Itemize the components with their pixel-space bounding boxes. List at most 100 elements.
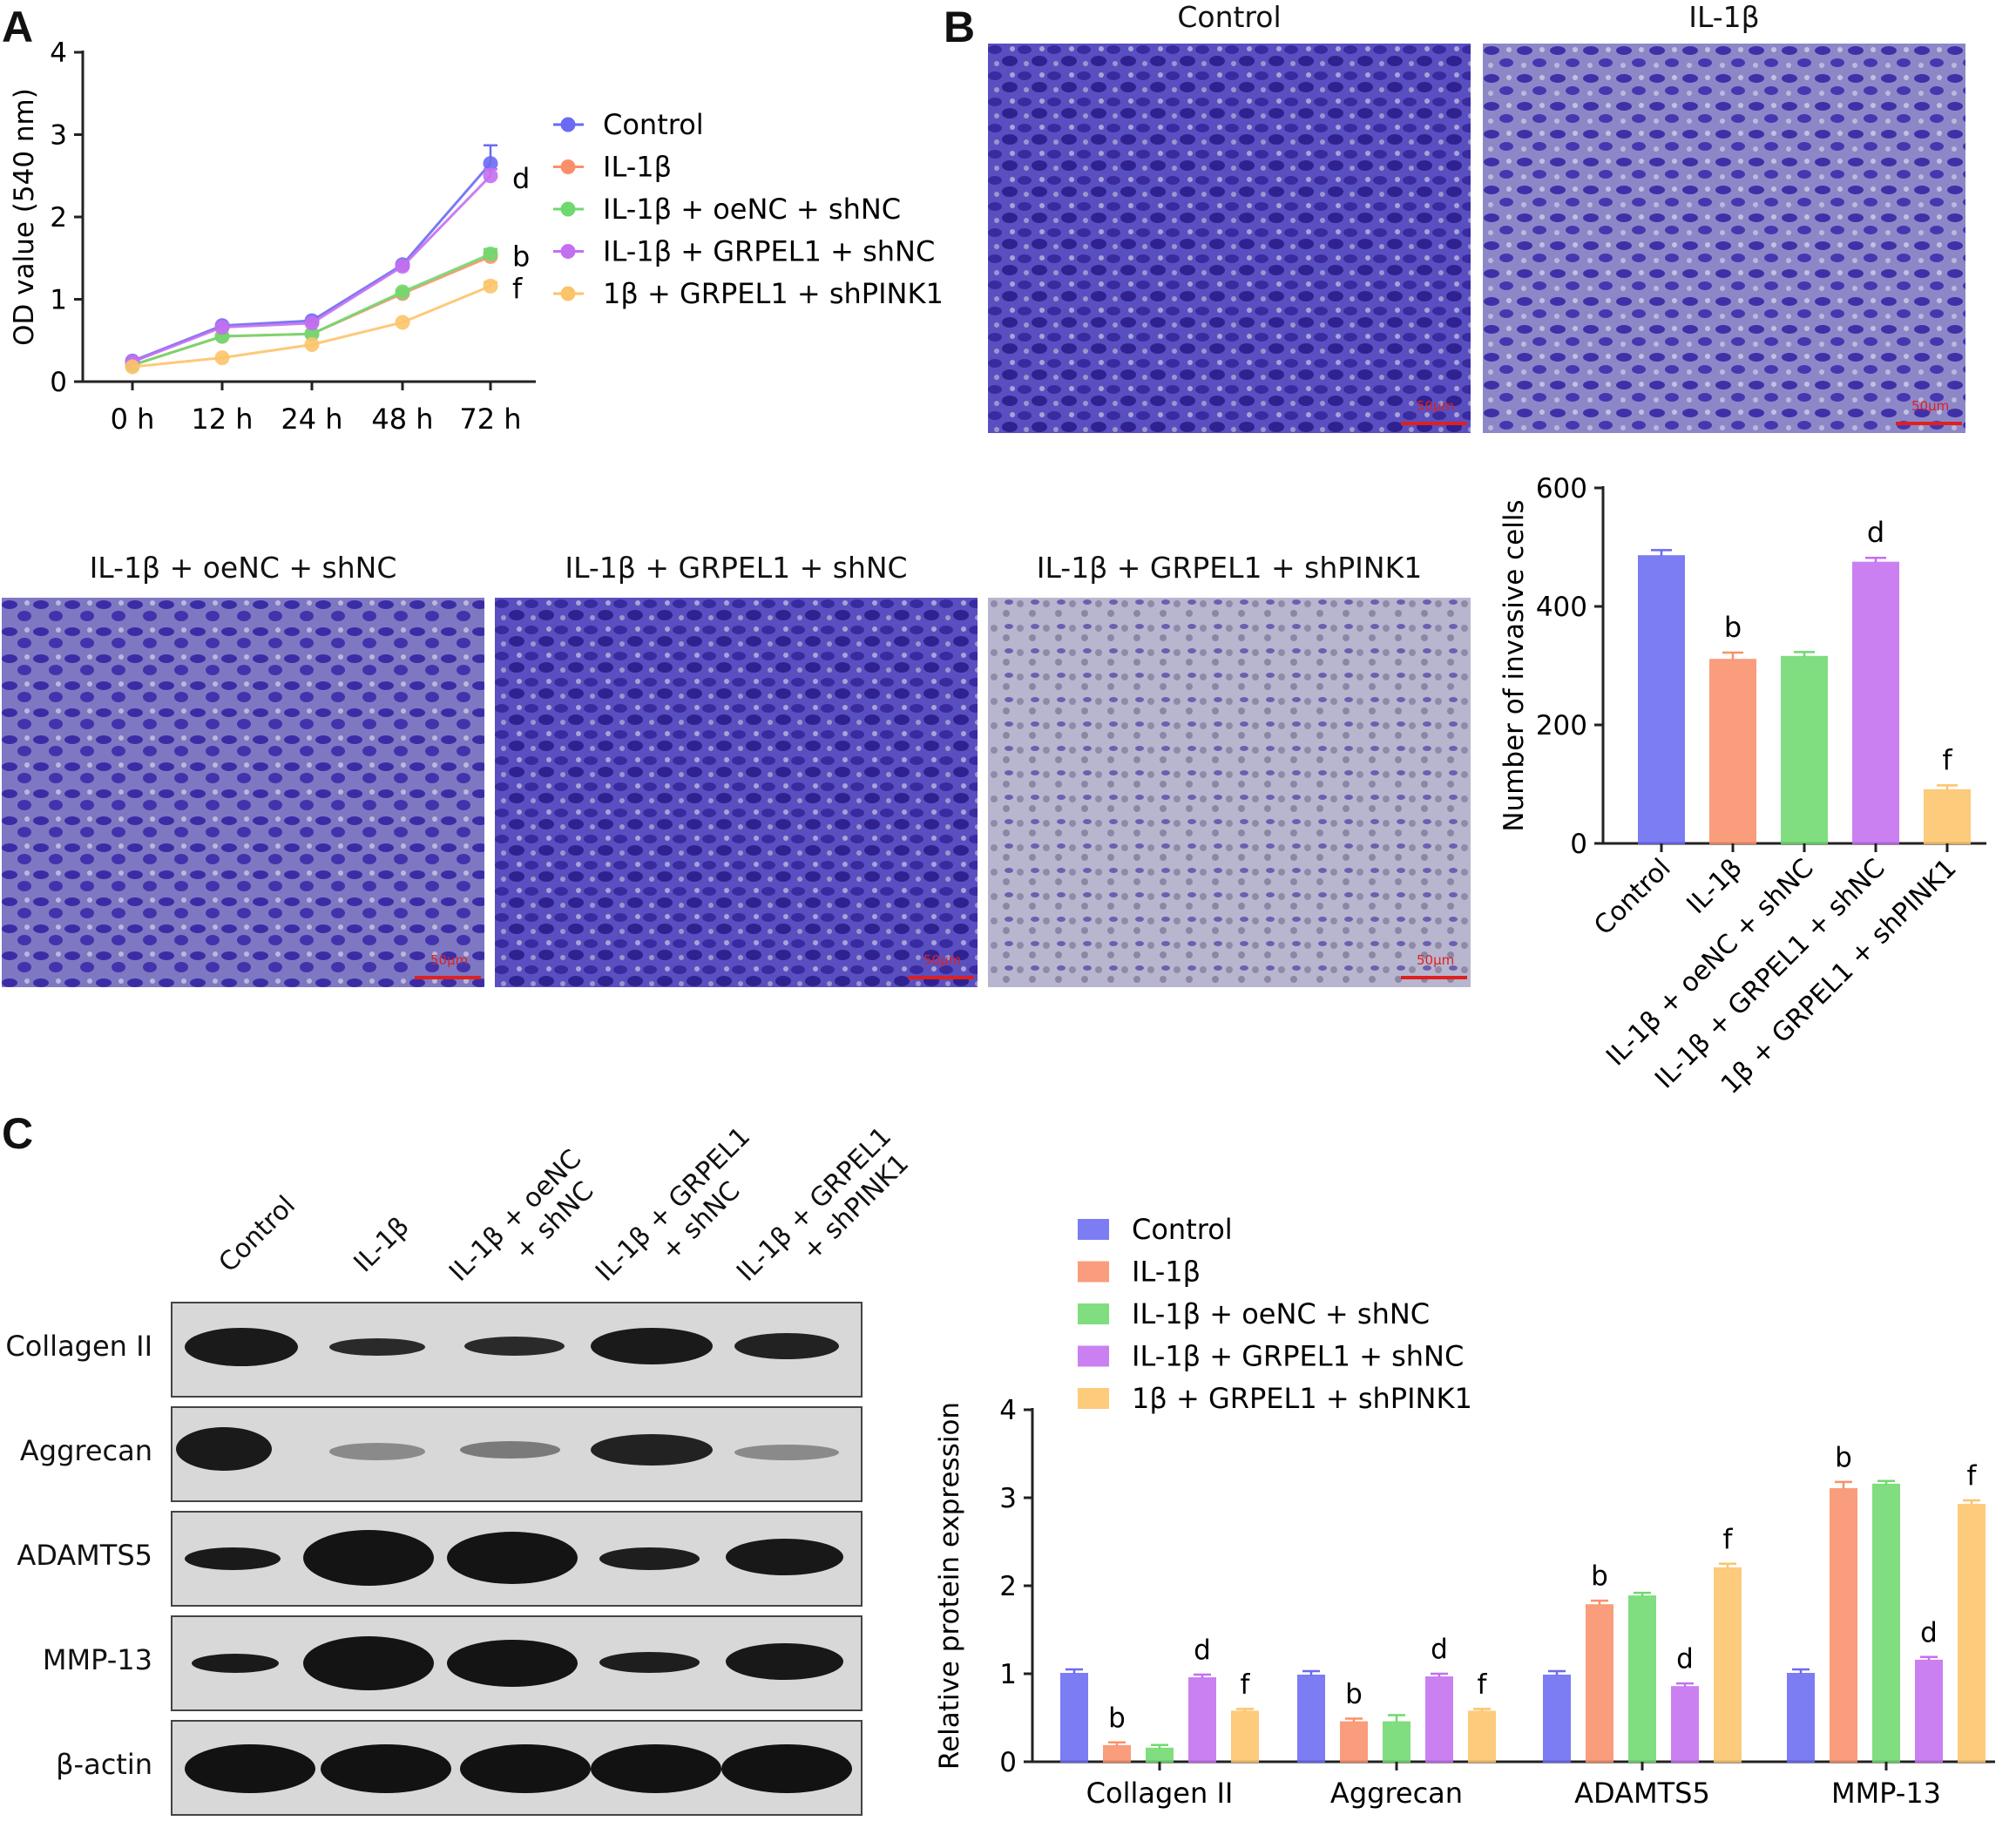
significance-label: f bbox=[1967, 1460, 1978, 1492]
blot-band bbox=[591, 1744, 721, 1793]
scale-bar bbox=[415, 976, 481, 979]
data-point bbox=[483, 247, 498, 262]
bar bbox=[1628, 1595, 1656, 1763]
significance-label: b bbox=[1345, 1679, 1363, 1710]
significance-label: f bbox=[1723, 1524, 1734, 1555]
bar bbox=[1425, 1676, 1453, 1763]
blot-band bbox=[599, 1547, 700, 1570]
significance-label: f bbox=[1942, 743, 1952, 776]
blot-band bbox=[464, 1337, 565, 1356]
blot-band bbox=[726, 1643, 843, 1680]
scale-bar bbox=[1401, 976, 1467, 979]
micrograph-title-shpink1: IL-1β + GRPEL1 + shPINK1 bbox=[1036, 551, 1423, 585]
blot-band bbox=[303, 1636, 434, 1690]
y-axis-label: Relative protein expression bbox=[934, 1402, 965, 1770]
data-point bbox=[125, 359, 140, 375]
blot-band bbox=[591, 1434, 713, 1466]
line-chart-a: 0 1 2 3 4 0 h 12 h 24 h 48 h 72 h OD value (540 nm… bbox=[9, 37, 941, 436]
panel-label-a: A bbox=[2, 3, 34, 51]
y-tick-label: 200 bbox=[1536, 710, 1587, 741]
data-point bbox=[395, 259, 410, 274]
blot-row-label-mmp13: MMP-13 bbox=[42, 1643, 152, 1676]
legend-label: IL-1β bbox=[603, 151, 672, 184]
micrograph-control: 50μm bbox=[988, 44, 1471, 433]
x-tick-label: Collagen II bbox=[1086, 1777, 1234, 1810]
x-tick-label: 72 h bbox=[459, 403, 521, 436]
scale-bar bbox=[908, 976, 974, 979]
significance-label: f bbox=[1241, 1669, 1251, 1700]
blot-band bbox=[329, 1443, 425, 1460]
legend-label: IL-1β + oeNC + shNC bbox=[1132, 1297, 1430, 1330]
significance-label: d bbox=[1431, 1634, 1448, 1665]
legend-label: 1β + GRPEL1 + shPINK1 bbox=[1132, 1382, 1472, 1415]
blot-row-label-aggrecan: Aggrecan bbox=[19, 1434, 152, 1467]
legend-label: Control bbox=[1132, 1213, 1233, 1246]
x-tick-label: MMP-13 bbox=[1831, 1777, 1941, 1810]
legend-label: IL-1β + GRPEL1 + shNC bbox=[1132, 1340, 1464, 1373]
bar bbox=[1146, 1747, 1174, 1763]
bar bbox=[1714, 1567, 1742, 1763]
scale-bar bbox=[1896, 422, 1962, 425]
bar bbox=[1383, 1721, 1411, 1763]
legend-swatch bbox=[1078, 1303, 1109, 1324]
data-point bbox=[304, 336, 320, 352]
cell-stain-image bbox=[988, 44, 1471, 433]
y-axis-label: OD value (540 nm) bbox=[9, 88, 40, 346]
bar bbox=[1787, 1673, 1815, 1763]
bar bbox=[1468, 1710, 1496, 1763]
significance-label: f bbox=[512, 272, 523, 305]
scale-bar-label: 50μm bbox=[1417, 398, 1455, 414]
micrograph-oenc: 50μm bbox=[2, 598, 484, 987]
micrograph-grpel1: 50μm bbox=[495, 598, 978, 987]
scale-bar-label: 50μm bbox=[923, 952, 962, 968]
blot-mmp13 bbox=[171, 1615, 863, 1711]
y-tick-label: 2 bbox=[999, 1571, 1017, 1602]
significance-label: d bbox=[1867, 516, 1884, 549]
blot-band bbox=[460, 1441, 560, 1459]
bar bbox=[1060, 1673, 1088, 1763]
blot-row-label-adamts5: ADAMTS5 bbox=[17, 1539, 152, 1572]
lane-label-oenc: IL-1β + oeNC + shNC bbox=[443, 1143, 600, 1288]
bar bbox=[1231, 1710, 1259, 1763]
legend-swatch bbox=[1078, 1345, 1109, 1367]
legend-label: Control bbox=[603, 108, 704, 141]
blot-aggrecan bbox=[171, 1406, 863, 1502]
y-tick-label: 400 bbox=[1536, 592, 1587, 623]
blot-band bbox=[447, 1640, 578, 1687]
blot-band bbox=[734, 1445, 839, 1460]
blot-band bbox=[185, 1328, 298, 1366]
micrograph-title-il1b: IL-1β bbox=[1688, 0, 1760, 34]
significance-label: b bbox=[1108, 1703, 1126, 1734]
bar bbox=[1872, 1483, 1900, 1763]
data-point bbox=[214, 350, 230, 366]
blot-row-label-collagen: Collagen II bbox=[5, 1330, 152, 1363]
y-tick-label: 0 bbox=[50, 367, 67, 398]
micrograph-title-grpel1: IL-1β + GRPEL1 + shNC bbox=[565, 551, 908, 585]
legend-swatch bbox=[1078, 1219, 1109, 1240]
x-tick-label: 24 h bbox=[281, 403, 342, 436]
cell-stain-image bbox=[495, 598, 978, 987]
blot-collagen bbox=[171, 1302, 863, 1398]
data-point bbox=[304, 315, 320, 331]
data-point bbox=[483, 168, 498, 184]
data-point bbox=[304, 326, 320, 342]
y-axis-label: Number of invasive cells bbox=[1498, 499, 1530, 831]
y-tick-label: 600 bbox=[1536, 473, 1587, 504]
blot-band bbox=[447, 1532, 578, 1584]
legend-marker bbox=[560, 159, 576, 174]
blot-band bbox=[329, 1338, 425, 1356]
legend-label: 1β + GRPEL1 + shPINK1 bbox=[603, 277, 941, 310]
micrograph-title-oenc: IL-1β + oeNC + shNC bbox=[89, 551, 397, 585]
bar bbox=[1958, 1504, 1986, 1763]
data-point bbox=[395, 315, 410, 330]
blot-band bbox=[176, 1427, 272, 1471]
scale-bar-label: 50μm bbox=[430, 952, 469, 968]
blot-row-label-actin: β-actin bbox=[56, 1748, 152, 1781]
x-tick-label: 12 h bbox=[191, 403, 253, 436]
bar bbox=[1586, 1604, 1613, 1763]
legend-label: IL-1β + GRPEL1 + shNC bbox=[603, 235, 935, 268]
cell-stain-image bbox=[2, 598, 484, 987]
x-tick-label: IL-1β bbox=[1681, 853, 1749, 920]
bar bbox=[1830, 1487, 1857, 1763]
